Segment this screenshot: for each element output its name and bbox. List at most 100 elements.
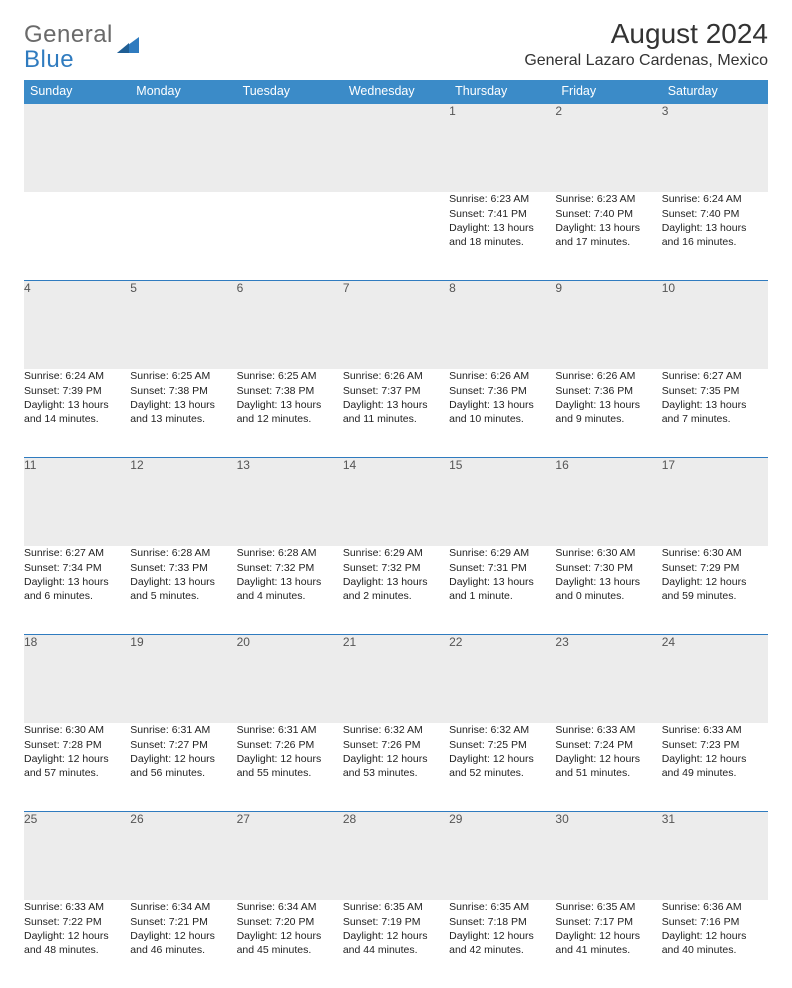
calendar-head: Sunday Monday Tuesday Wednesday Thursday… xyxy=(24,80,768,103)
day-cell: Sunrise: 6:25 AMSunset: 7:38 PMDaylight:… xyxy=(130,369,236,458)
day-cell: Sunrise: 6:24 AMSunset: 7:40 PMDaylight:… xyxy=(662,192,768,281)
day-cell: Sunrise: 6:35 AMSunset: 7:19 PMDaylight:… xyxy=(343,900,449,988)
daylight-text: Daylight: 12 hours xyxy=(555,752,661,766)
daylight-text: Daylight: 13 hours xyxy=(24,398,130,412)
day-cell: Sunrise: 6:29 AMSunset: 7:31 PMDaylight:… xyxy=(449,546,555,635)
day-number: 1 xyxy=(449,103,555,192)
daylight-text: Daylight: 13 hours xyxy=(130,398,236,412)
daylight-text: Daylight: 12 hours xyxy=(449,752,555,766)
sunrise-text: Sunrise: 6:32 AM xyxy=(449,723,555,737)
sunrise-text: Sunrise: 6:35 AM xyxy=(343,900,449,914)
daylight-text: and 55 minutes. xyxy=(237,766,343,780)
location-subtitle: General Lazaro Cardenas, Mexico xyxy=(524,52,768,70)
daylight-text: and 42 minutes. xyxy=(449,943,555,957)
daylight-text: and 10 minutes. xyxy=(449,412,555,426)
day-cell: Sunrise: 6:28 AMSunset: 7:32 PMDaylight:… xyxy=(237,546,343,635)
sunset-text: Sunset: 7:17 PM xyxy=(555,915,661,929)
daylight-text: and 53 minutes. xyxy=(343,766,449,780)
sunset-text: Sunset: 7:36 PM xyxy=(449,384,555,398)
calendar-body: 123Sunrise: 6:23 AMSunset: 7:41 PMDaylig… xyxy=(24,103,768,988)
sunrise-text: Sunrise: 6:30 AM xyxy=(24,723,130,737)
sunrise-text: Sunrise: 6:27 AM xyxy=(24,546,130,560)
daylight-text: and 9 minutes. xyxy=(555,412,661,426)
day-cell: Sunrise: 6:23 AMSunset: 7:41 PMDaylight:… xyxy=(449,192,555,281)
day-cell: Sunrise: 6:28 AMSunset: 7:33 PMDaylight:… xyxy=(130,546,236,635)
day-number: 27 xyxy=(237,812,343,901)
day-cell xyxy=(24,192,130,281)
daylight-text: Daylight: 13 hours xyxy=(555,575,661,589)
sunrise-text: Sunrise: 6:26 AM xyxy=(343,369,449,383)
sunrise-text: Sunrise: 6:33 AM xyxy=(24,900,130,914)
sunrise-text: Sunrise: 6:29 AM xyxy=(449,546,555,560)
daylight-text: and 2 minutes. xyxy=(343,589,449,603)
weekday-header: Wednesday xyxy=(343,80,449,103)
daylight-text: and 44 minutes. xyxy=(343,943,449,957)
sunset-text: Sunset: 7:40 PM xyxy=(555,207,661,221)
daylight-text: Daylight: 13 hours xyxy=(343,575,449,589)
brand-mark-icon xyxy=(115,33,141,64)
day-cell: Sunrise: 6:32 AMSunset: 7:26 PMDaylight:… xyxy=(343,723,449,812)
day-cell: Sunrise: 6:33 AMSunset: 7:24 PMDaylight:… xyxy=(555,723,661,812)
daylight-text: and 4 minutes. xyxy=(237,589,343,603)
daylight-text: Daylight: 13 hours xyxy=(130,575,236,589)
day-body-row: Sunrise: 6:23 AMSunset: 7:41 PMDaylight:… xyxy=(24,192,768,281)
day-number: 21 xyxy=(343,635,449,724)
daylight-text: and 18 minutes. xyxy=(449,235,555,249)
sunrise-text: Sunrise: 6:23 AM xyxy=(555,192,661,206)
day-number: 10 xyxy=(662,281,768,370)
day-cell: Sunrise: 6:24 AMSunset: 7:39 PMDaylight:… xyxy=(24,369,130,458)
daylight-text: Daylight: 12 hours xyxy=(24,752,130,766)
sunrise-text: Sunrise: 6:25 AM xyxy=(237,369,343,383)
daylight-text: Daylight: 13 hours xyxy=(449,398,555,412)
day-cell: Sunrise: 6:30 AMSunset: 7:30 PMDaylight:… xyxy=(555,546,661,635)
weekday-header: Sunday xyxy=(24,80,130,103)
day-cell: Sunrise: 6:31 AMSunset: 7:27 PMDaylight:… xyxy=(130,723,236,812)
day-cell: Sunrise: 6:36 AMSunset: 7:16 PMDaylight:… xyxy=(662,900,768,988)
weekday-header: Tuesday xyxy=(237,80,343,103)
title-block: August 2024 General Lazaro Cardenas, Mex… xyxy=(524,18,768,70)
day-cell: Sunrise: 6:35 AMSunset: 7:18 PMDaylight:… xyxy=(449,900,555,988)
day-number: 31 xyxy=(662,812,768,901)
brand-line1: General xyxy=(24,21,113,48)
daylight-text: and 5 minutes. xyxy=(130,589,236,603)
sunset-text: Sunset: 7:19 PM xyxy=(343,915,449,929)
sunset-text: Sunset: 7:36 PM xyxy=(555,384,661,398)
weekday-header: Saturday xyxy=(662,80,768,103)
daylight-text: and 40 minutes. xyxy=(662,943,768,957)
brand-text: General Blue xyxy=(24,22,113,72)
sunset-text: Sunset: 7:41 PM xyxy=(449,207,555,221)
daylight-text: Daylight: 13 hours xyxy=(237,575,343,589)
daylight-text: Daylight: 12 hours xyxy=(343,752,449,766)
day-number: 12 xyxy=(130,458,236,547)
sunset-text: Sunset: 7:23 PM xyxy=(662,738,768,752)
sunrise-text: Sunrise: 6:24 AM xyxy=(662,192,768,206)
day-number: 5 xyxy=(130,281,236,370)
day-cell: Sunrise: 6:26 AMSunset: 7:36 PMDaylight:… xyxy=(449,369,555,458)
day-number: 13 xyxy=(237,458,343,547)
day-number: 2 xyxy=(555,103,661,192)
weekday-header: Friday xyxy=(555,80,661,103)
daylight-text: Daylight: 13 hours xyxy=(555,398,661,412)
sunrise-text: Sunrise: 6:26 AM xyxy=(555,369,661,383)
day-number: 30 xyxy=(555,812,661,901)
calendar-page: General Blue August 2024 General Lazaro … xyxy=(0,0,792,988)
daylight-text: Daylight: 13 hours xyxy=(449,221,555,235)
daylight-text: and 41 minutes. xyxy=(555,943,661,957)
daylight-text: Daylight: 13 hours xyxy=(237,398,343,412)
sunset-text: Sunset: 7:30 PM xyxy=(555,561,661,575)
daylight-text: and 52 minutes. xyxy=(449,766,555,780)
daylight-text: Daylight: 13 hours xyxy=(449,575,555,589)
day-cell: Sunrise: 6:33 AMSunset: 7:23 PMDaylight:… xyxy=(662,723,768,812)
daylight-text: and 17 minutes. xyxy=(555,235,661,249)
daylight-text: and 12 minutes. xyxy=(237,412,343,426)
day-cell: Sunrise: 6:25 AMSunset: 7:38 PMDaylight:… xyxy=(237,369,343,458)
sunrise-text: Sunrise: 6:25 AM xyxy=(130,369,236,383)
day-cell xyxy=(343,192,449,281)
sunrise-text: Sunrise: 6:32 AM xyxy=(343,723,449,737)
daylight-text: and 59 minutes. xyxy=(662,589,768,603)
page-header: General Blue August 2024 General Lazaro … xyxy=(24,18,768,72)
sunrise-text: Sunrise: 6:27 AM xyxy=(662,369,768,383)
day-cell: Sunrise: 6:27 AMSunset: 7:35 PMDaylight:… xyxy=(662,369,768,458)
sunset-text: Sunset: 7:32 PM xyxy=(237,561,343,575)
sunrise-text: Sunrise: 6:23 AM xyxy=(449,192,555,206)
